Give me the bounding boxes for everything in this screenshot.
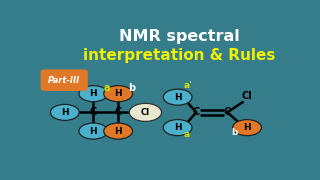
Text: a: a	[103, 83, 110, 93]
Text: Cl: Cl	[141, 108, 150, 117]
Text: H: H	[61, 108, 68, 117]
Text: C: C	[115, 107, 122, 117]
Text: a: a	[184, 130, 190, 139]
Circle shape	[163, 89, 192, 105]
Text: H: H	[174, 93, 181, 102]
Text: C: C	[224, 107, 231, 117]
Circle shape	[51, 104, 79, 120]
Text: H: H	[90, 127, 97, 136]
Text: H: H	[174, 123, 181, 132]
Circle shape	[79, 86, 108, 102]
Circle shape	[129, 103, 162, 121]
Circle shape	[163, 120, 192, 136]
Circle shape	[104, 123, 132, 139]
Text: H: H	[243, 123, 251, 132]
Text: H: H	[114, 127, 122, 136]
Text: C: C	[90, 107, 97, 117]
Text: H: H	[90, 89, 97, 98]
Text: a': a'	[184, 81, 193, 90]
Text: Part-III: Part-III	[48, 76, 80, 85]
Circle shape	[104, 86, 132, 102]
Text: C: C	[193, 107, 200, 117]
Text: b: b	[128, 83, 135, 93]
Text: interpretation & Rules: interpretation & Rules	[83, 48, 275, 63]
Text: NMR spectral: NMR spectral	[118, 29, 239, 44]
Circle shape	[233, 120, 261, 136]
Text: Cl: Cl	[242, 91, 252, 102]
Text: H: H	[114, 89, 122, 98]
Circle shape	[79, 123, 108, 139]
Text: b: b	[231, 128, 237, 137]
FancyBboxPatch shape	[41, 70, 87, 90]
